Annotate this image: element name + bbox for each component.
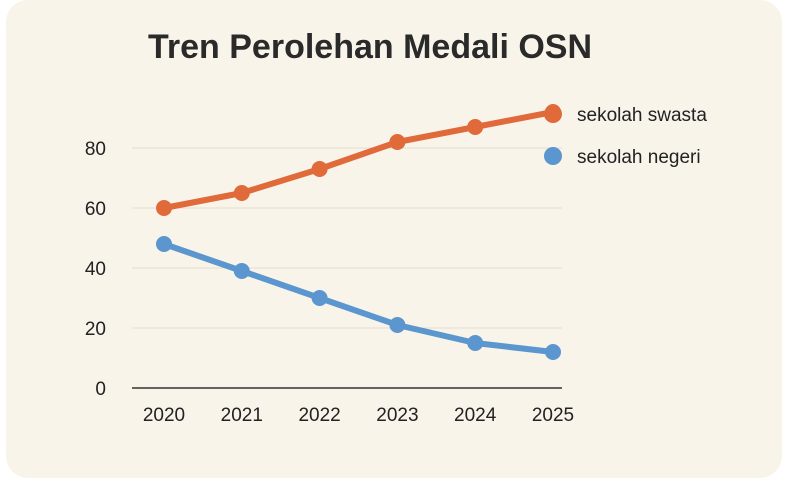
chart-card (6, 0, 782, 478)
data-point-sekolah-negeri-2022 (311, 290, 328, 306)
legend-marker-sekolah-swasta (544, 105, 562, 123)
y-tick-label-80: 80 (85, 139, 106, 160)
data-point-sekolah-negeri-2025 (545, 344, 561, 360)
series-line-sekolah-swasta (161, 109, 556, 211)
data-point-sekolah-swasta-2024 (467, 119, 484, 135)
y-tick-label-0: 0 (95, 379, 106, 400)
data-point-sekolah-negeri-2024 (467, 335, 484, 351)
data-point-sekolah-swasta-2020 (156, 200, 172, 216)
x-tick-label-2023: 2023 (376, 405, 418, 426)
y-tick-label-40: 40 (85, 259, 106, 280)
x-tick-label-2024: 2024 (454, 405, 497, 426)
legend-label-sekolah-negeri: sekolah negeri (577, 147, 701, 168)
x-tick-label-2022: 2022 (298, 405, 340, 426)
axes: 0 20 40 60 80 2020 2021 2022 2023 2024 2025 (85, 139, 574, 426)
grid-lines (132, 147, 562, 329)
legend-label-sekolah-swasta: sekolah swasta (577, 105, 707, 126)
series-group (156, 104, 561, 360)
data-point-sekolah-negeri-2020 (156, 236, 172, 252)
data-point-sekolah-negeri-2021 (233, 263, 250, 279)
data-point-sekolah-negeri-2023 (389, 317, 406, 333)
y-tick-label-60: 60 (85, 199, 106, 220)
chart-title: Tren Perolehan Medali OSN (148, 28, 592, 66)
legend-marker-sekolah-negeri (544, 147, 562, 165)
legend: sekolah swasta sekolah negeri (544, 105, 707, 168)
series-line-sekolah-negeri (161, 241, 556, 355)
data-point-sekolah-swasta-2023 (389, 134, 406, 150)
y-tick-label-20: 20 (85, 319, 106, 340)
x-tick-label-2021: 2021 (221, 405, 263, 426)
data-point-sekolah-swasta-2021 (233, 185, 250, 201)
data-point-sekolah-swasta-2022 (311, 161, 328, 177)
x-tick-label-2025: 2025 (532, 405, 574, 426)
x-tick-label-2020: 2020 (143, 405, 185, 426)
